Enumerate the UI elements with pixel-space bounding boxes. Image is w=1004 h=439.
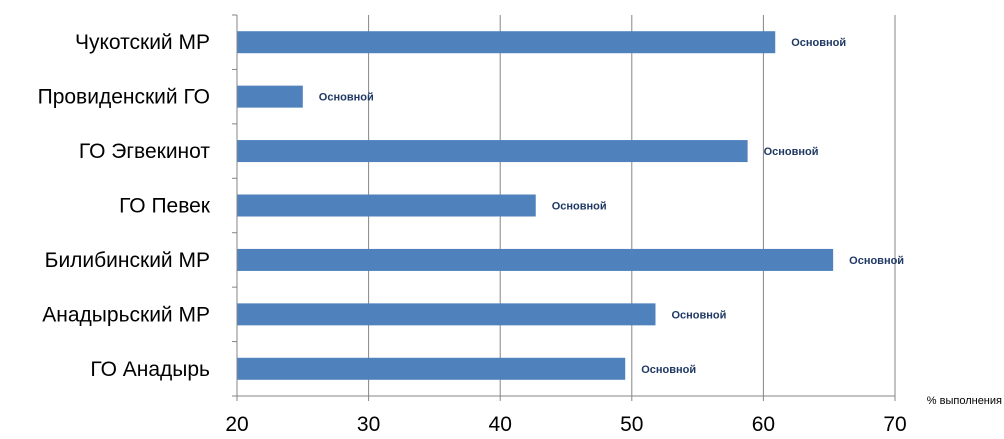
bars [237,31,834,380]
category-label: Чукотский МР [75,31,210,54]
x-tick-label: 20 [225,413,248,436]
x-tick-label: 40 [489,413,512,436]
bar [237,31,776,54]
x-tick-label: 50 [620,413,643,436]
labels: 20 30 40 50 60 70 ГО Анадырь Основной Анадырьски… [38,31,1002,436]
bar [237,85,303,108]
bar [237,357,626,380]
data-label: Основной [319,92,374,104]
category-label: Анадырьский МР [42,303,210,326]
gridlines [368,15,896,396]
category-label: Билибинский МР [45,249,210,272]
category-label: ГО Анадырь [90,358,210,381]
x-tick-label: 30 [357,413,380,436]
x-axis-title: % выполнения [927,395,1002,407]
bar [237,303,656,326]
category-label: ГО Эгвекинот [79,140,210,163]
axes [232,14,896,401]
data-label: Основной [641,364,696,376]
data-label: Основной [671,309,726,321]
data-label: Основной [791,37,846,49]
bar [237,194,536,217]
data-label: Основной [764,146,819,158]
bar [237,140,748,163]
data-label: Основной [849,255,904,267]
category-label: Провиденский ГО [38,86,210,109]
x-tick-label: 70 [883,413,906,436]
category-label: ГО Певек [119,195,211,218]
data-label: Основной [552,201,607,213]
bar [237,248,834,271]
x-tick-label: 60 [752,413,775,436]
